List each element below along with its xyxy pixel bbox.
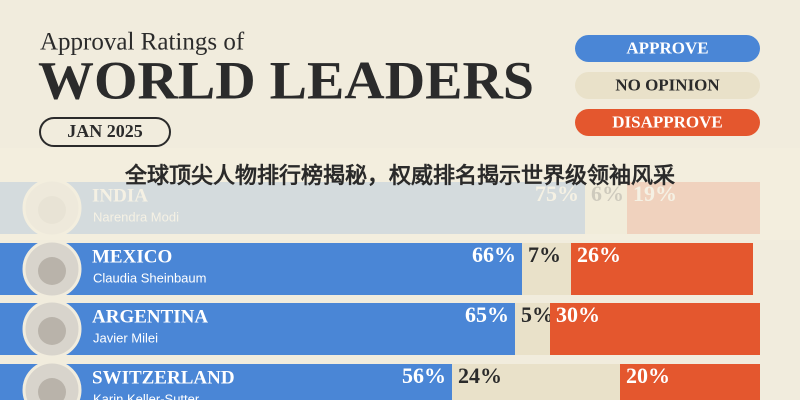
- overlay-title: 全球顶尖人物排行榜揭秘，权威排名揭示世界级领袖风采: [124, 164, 675, 189]
- legend-swatch: [575, 72, 760, 99]
- legend-label: NO OPINION: [615, 75, 720, 94]
- headline: WORLD LEADERS: [38, 50, 534, 110]
- bar-segment: [452, 364, 620, 400]
- leader-name: Karin Keller-Sutter: [93, 391, 200, 400]
- chart-title: Approval Ratings of: [40, 29, 245, 56]
- bar-segment: [620, 364, 760, 400]
- bar-segment: [0, 243, 522, 295]
- bar-segment: [0, 303, 515, 355]
- portrait-face: [38, 257, 66, 285]
- legend-label: APPROVE: [626, 38, 708, 57]
- leader-name: Javier Milei: [93, 330, 158, 345]
- value-label: 20%: [626, 363, 670, 388]
- legend-label: DISAPPROVE: [612, 112, 723, 131]
- country-name: ARGENTINA: [92, 306, 208, 327]
- date: JAN 2025: [67, 121, 143, 141]
- bar-segment: [571, 243, 753, 295]
- value-label: 65%: [465, 302, 509, 327]
- legend: APPROVE NO OPINION DISAPPROVE: [575, 35, 760, 136]
- bar-segment: [515, 303, 550, 355]
- bar-segment: [550, 303, 760, 355]
- legend-swatch: [575, 35, 760, 62]
- country-name: MEXICO: [92, 246, 172, 267]
- leader-name: Claudia Sheinbaum: [93, 270, 206, 285]
- value-label: 7%: [528, 242, 561, 267]
- date-badge: [39, 117, 171, 147]
- value-label: 56%: [402, 363, 446, 388]
- portrait-face: [38, 317, 66, 345]
- value-label: 26%: [577, 242, 621, 267]
- overlay-banner: [0, 148, 800, 240]
- bar-segment: [522, 243, 571, 295]
- portrait-face: [38, 378, 66, 400]
- country-name: SWITZERLAND: [92, 367, 235, 388]
- value-label: 5%: [521, 302, 554, 327]
- legend-swatch: [575, 109, 760, 136]
- value-label: 24%: [458, 363, 502, 388]
- value-label: 30%: [556, 302, 600, 327]
- value-label: 66%: [472, 242, 516, 267]
